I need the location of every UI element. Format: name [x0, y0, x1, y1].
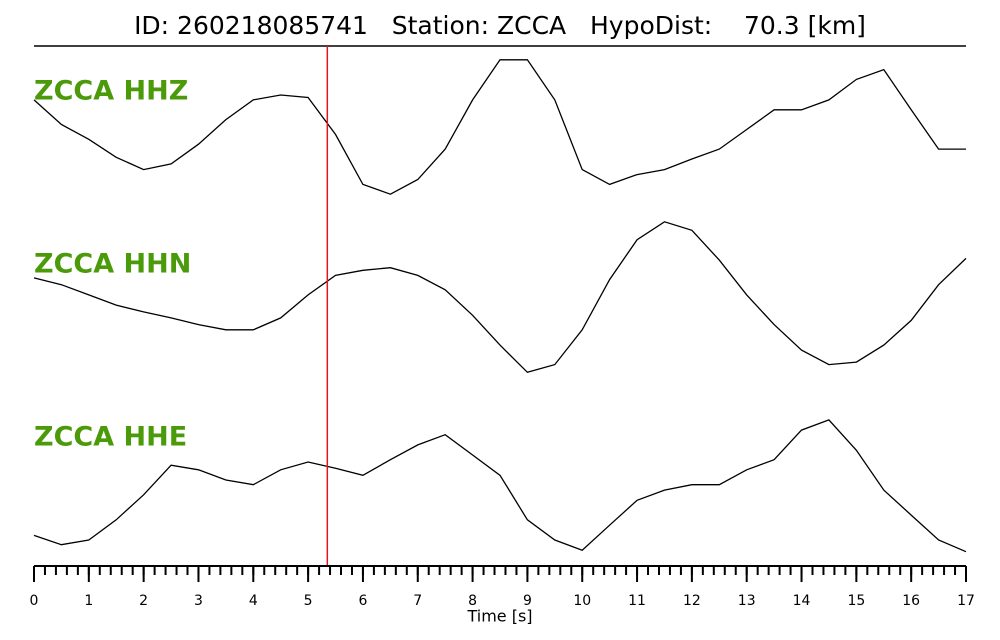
x-tick-label: 17 — [957, 593, 975, 609]
x-tick-label: 0 — [30, 593, 39, 609]
x-tick-label: 4 — [249, 593, 258, 609]
trace-label: ZCCA HHN — [34, 249, 191, 280]
x-tick-label: 15 — [847, 593, 865, 609]
chart-title: ID: 260218085741 Station: ZCCA HypoDist:… — [134, 11, 866, 40]
x-tick-label: 12 — [683, 593, 701, 609]
x-tick-label: 7 — [413, 593, 422, 609]
x-tick-label: 10 — [573, 593, 591, 609]
x-tick-label: 16 — [902, 593, 920, 609]
x-tick-label: 6 — [358, 593, 367, 609]
trace-label: ZCCA HHZ — [34, 76, 188, 107]
trace — [33, 419, 967, 553]
x-tick-label: 11 — [628, 593, 646, 609]
x-tick-label: 1 — [84, 593, 93, 609]
x-tick-label: 5 — [304, 593, 313, 609]
x-tick-label: 14 — [793, 593, 811, 609]
x-tick-label: 3 — [194, 593, 203, 609]
trace-label: ZCCA HHE — [34, 422, 187, 453]
trace — [33, 59, 966, 195]
x-tick-label: 2 — [139, 593, 148, 609]
x-tick-label: 8 — [468, 593, 477, 609]
trace — [33, 221, 967, 374]
x-axis-label: Time [s] — [466, 607, 532, 626]
x-tick-label: 9 — [523, 593, 532, 609]
x-tick-label: 13 — [738, 593, 756, 609]
